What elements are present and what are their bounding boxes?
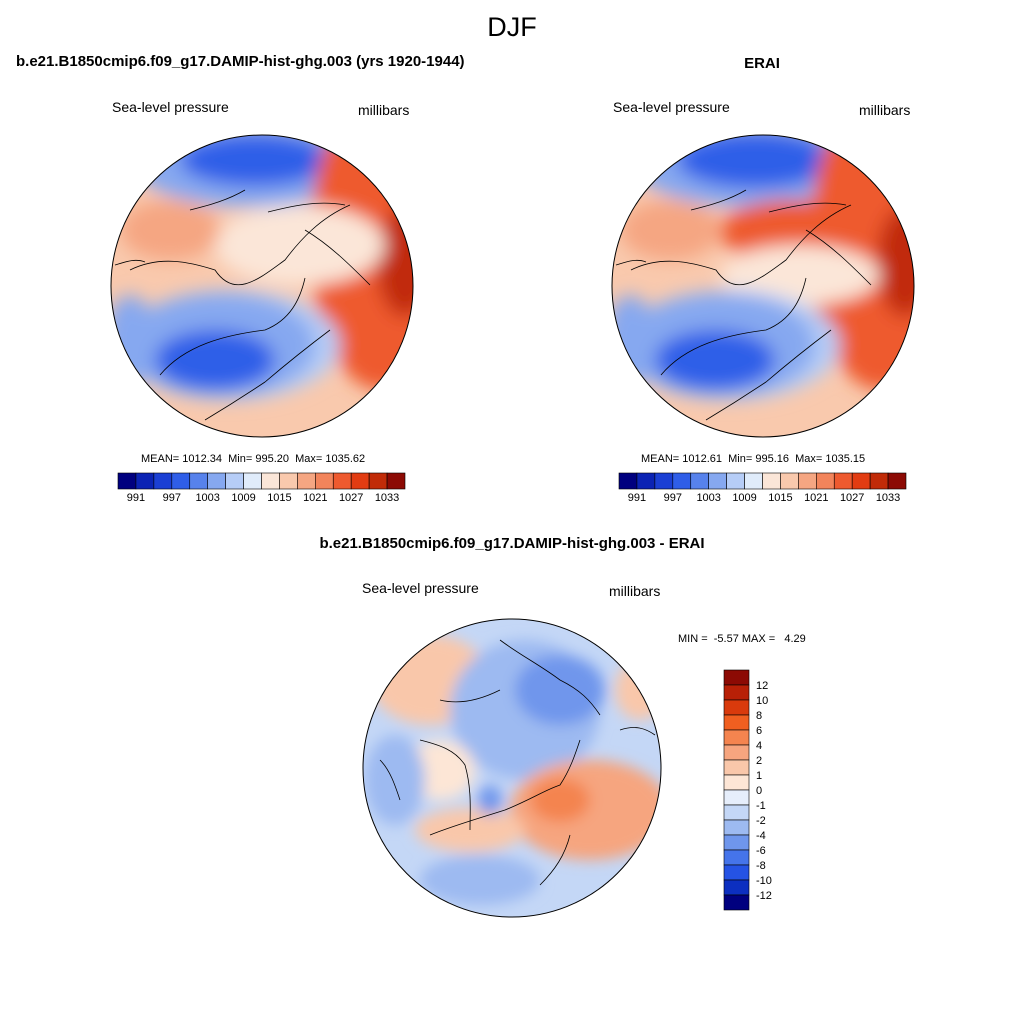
colorbar-erai: 991 997 1003 1009 1015 1021 1027 1033 bbox=[618, 472, 907, 504]
panel-title-difference: b.e21.B1850cmip6.f09_g17.DAMIP-hist-ghg.… bbox=[319, 535, 705, 552]
colorbar-difference-tick-label: 12 bbox=[756, 680, 768, 692]
colorbar-difference-swatch bbox=[723, 714, 750, 731]
colorbar-model-swatch bbox=[279, 472, 298, 490]
colorbar-model: 991 997 1003 1009 1015 1021 1027 1033 bbox=[117, 472, 406, 504]
colorbar-difference-tick-label: 6 bbox=[756, 725, 762, 737]
colorbar-erai-swatch bbox=[654, 472, 674, 490]
colorbar-erai-tick-label: 991 bbox=[628, 492, 646, 504]
colorbar-difference-tick-label: -8 bbox=[756, 860, 766, 872]
stats-difference: MIN = -5.57 MAX = 4.29 bbox=[678, 633, 806, 645]
stats-model: MEAN= 1012.34 Min= 995.20 Max= 1035.62 bbox=[141, 453, 366, 465]
panel-title-erai: ERAI bbox=[744, 55, 780, 72]
colorbar-difference-swatch bbox=[723, 819, 750, 836]
colorbar-model-tick-label: 991 bbox=[127, 492, 145, 504]
colorbar-erai-tick-label: 1033 bbox=[876, 492, 900, 504]
colorbar-model-tick-label: 1003 bbox=[195, 492, 219, 504]
units-label-erai: millibars bbox=[859, 102, 911, 118]
colorbar-erai-tick-label: 1021 bbox=[804, 492, 828, 504]
colorbar-difference-tick-label: -4 bbox=[756, 830, 766, 842]
colorbar-erai-tick-label: 1009 bbox=[732, 492, 756, 504]
colorbar-model-swatch bbox=[243, 472, 262, 490]
colorbar-erai-swatch bbox=[833, 472, 853, 490]
colorbar-difference-tick-label: 4 bbox=[756, 740, 762, 752]
colorbar-model-swatch bbox=[207, 472, 226, 490]
colorbar-erai-swatch bbox=[798, 472, 817, 490]
colorbar-model-tick-label: 1009 bbox=[231, 492, 255, 504]
colorbar-erai-swatch bbox=[726, 472, 745, 490]
colorbar-difference-swatch bbox=[723, 834, 750, 851]
variable-label-model: Sea-level pressure bbox=[112, 99, 229, 115]
colorbar-erai-swatch bbox=[762, 472, 781, 490]
colorbar-erai-tick-label: 1015 bbox=[768, 492, 792, 504]
colorbar-model-swatch bbox=[171, 472, 191, 490]
colorbar-model-swatch bbox=[368, 472, 388, 490]
colorbar-model-tick-label: 1015 bbox=[267, 492, 291, 504]
units-label-difference: millibars bbox=[609, 583, 661, 599]
variable-label-difference: Sea-level pressure bbox=[362, 580, 479, 596]
colorbar-model-swatch bbox=[350, 472, 370, 490]
colorbar-difference-swatch bbox=[723, 879, 750, 896]
colorbar-difference-swatch bbox=[723, 729, 750, 746]
colorbar-model-tick-label: 1021 bbox=[303, 492, 327, 504]
colorbar-difference-swatch bbox=[723, 894, 750, 911]
colorbar-erai-swatch bbox=[869, 472, 889, 490]
colorbar-model-swatch bbox=[332, 472, 352, 490]
colorbar-difference-tick-label: -2 bbox=[756, 815, 766, 827]
figure-title: DJF bbox=[487, 12, 537, 42]
colorbar-difference-tick-label: -6 bbox=[756, 845, 766, 857]
colorbar-difference-tick-label: -12 bbox=[756, 890, 772, 902]
colorbar-difference-tick-label: 2 bbox=[756, 755, 762, 767]
colorbar-model-swatch bbox=[225, 472, 244, 490]
colorbar-difference-swatch bbox=[723, 669, 750, 686]
colorbar-model-tick-label: 1033 bbox=[375, 492, 399, 504]
colorbar-difference-tick-label: 10 bbox=[756, 695, 768, 707]
colorbar-erai-swatch bbox=[780, 472, 799, 490]
colorbar-difference-tick-label: 0 bbox=[756, 785, 762, 797]
colorbar-erai-swatch bbox=[887, 472, 907, 490]
colorbar-model-swatch bbox=[315, 472, 334, 490]
colorbar-difference-tick-label: 1 bbox=[756, 770, 762, 782]
colorbar-erai-tick-label: 997 bbox=[664, 492, 682, 504]
colorbar-erai-swatch bbox=[816, 472, 835, 490]
colorbar-erai-swatch bbox=[618, 472, 638, 490]
variable-label-erai: Sea-level pressure bbox=[613, 99, 730, 115]
colorbar-difference-swatch bbox=[723, 699, 750, 716]
colorbar-model-swatch bbox=[297, 472, 316, 490]
colorbar-model-swatch bbox=[135, 472, 155, 490]
colorbar-erai-tick-label: 1027 bbox=[840, 492, 864, 504]
map-erai-slp bbox=[611, 134, 915, 438]
colorbar-difference-swatch bbox=[723, 744, 750, 761]
colorbar-erai-swatch bbox=[708, 472, 727, 490]
colorbar-erai-swatch bbox=[744, 472, 763, 490]
colorbar-difference-swatch bbox=[723, 804, 750, 821]
map-model-slp bbox=[110, 134, 414, 438]
colorbar-model-swatch bbox=[117, 472, 137, 490]
colorbar-difference-swatch bbox=[723, 849, 750, 866]
colorbar-difference-tick-label: 8 bbox=[756, 710, 762, 722]
colorbar-erai-swatch bbox=[636, 472, 656, 490]
stats-erai: MEAN= 1012.61 Min= 995.16 Max= 1035.15 bbox=[641, 453, 866, 465]
colorbar-model-swatch bbox=[189, 472, 208, 490]
colorbar-erai-tick-label: 1003 bbox=[696, 492, 720, 504]
colorbar-model-swatch bbox=[386, 472, 406, 490]
colorbar-difference-swatch bbox=[723, 759, 750, 776]
colorbar-difference-tick-label: -10 bbox=[756, 875, 772, 887]
map-difference-slp bbox=[362, 618, 662, 918]
colorbar-model-tick-label: 997 bbox=[163, 492, 181, 504]
colorbar-difference-swatch bbox=[723, 684, 750, 701]
colorbar-difference-swatch bbox=[723, 774, 750, 791]
panel-title-model: b.e21.B1850cmip6.f09_g17.DAMIP-hist-ghg.… bbox=[16, 53, 465, 70]
units-label-model: millibars bbox=[358, 102, 410, 118]
colorbar-difference-swatch bbox=[723, 864, 750, 881]
colorbar-model-swatch bbox=[153, 472, 173, 490]
colorbar-model-swatch bbox=[261, 472, 280, 490]
colorbar-erai-swatch bbox=[672, 472, 692, 490]
colorbar-difference-tick-label: -1 bbox=[756, 800, 766, 812]
colorbar-erai-swatch bbox=[690, 472, 709, 490]
colorbar-model-tick-label: 1027 bbox=[339, 492, 363, 504]
colorbar-erai-swatch bbox=[851, 472, 871, 490]
colorbar-difference-swatch bbox=[723, 789, 750, 806]
